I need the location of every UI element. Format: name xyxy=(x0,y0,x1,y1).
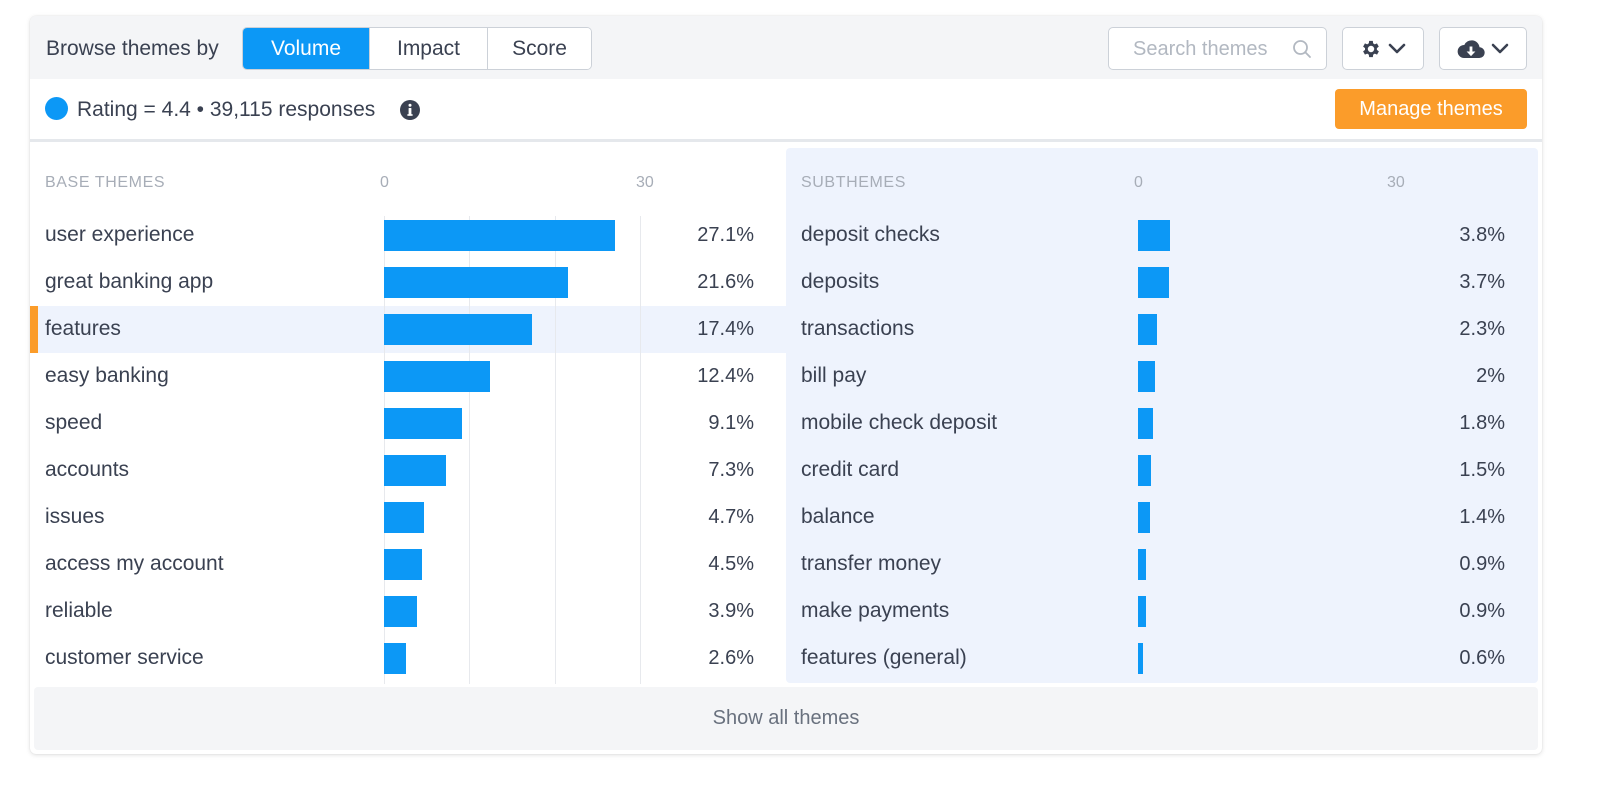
gridline xyxy=(640,216,641,684)
subtheme-percent: 2% xyxy=(1476,365,1505,387)
subtheme-label[interactable]: deposits xyxy=(801,270,880,293)
subtheme-label[interactable]: bill pay xyxy=(801,364,867,387)
theme-percent: 7.3% xyxy=(708,459,754,481)
browse-label: Browse themes by xyxy=(46,37,219,60)
axis-tick-label: 30 xyxy=(636,174,654,191)
theme-bar[interactable] xyxy=(384,596,418,627)
gridline xyxy=(384,216,385,684)
theme-bar[interactable] xyxy=(384,220,616,251)
theme-percent: 12.4% xyxy=(697,365,754,387)
subtheme-label[interactable]: make payments xyxy=(801,599,950,622)
theme-column-header: BASE THEMES xyxy=(45,174,166,191)
subtheme-percent: 0.9% xyxy=(1459,553,1505,575)
cloud-download-icon xyxy=(1457,39,1485,58)
subtheme-percent: 0.9% xyxy=(1459,600,1505,622)
theme-percent: 17.4% xyxy=(697,318,754,340)
subtheme-percent: 0.6% xyxy=(1459,647,1505,669)
subtheme-label[interactable]: mobile check deposit xyxy=(801,411,998,434)
subtheme-label[interactable]: features (general) xyxy=(801,646,967,669)
theme-percent: 3.9% xyxy=(708,600,754,622)
theme-label[interactable]: reliable xyxy=(45,599,113,622)
selected-marker xyxy=(30,306,38,353)
subtheme-percent: 3.7% xyxy=(1459,271,1505,293)
summary-row: Rating = 4.4 • 39,115 responses Manage t… xyxy=(30,79,1542,141)
theme-percent: 21.6% xyxy=(697,271,754,293)
theme-label[interactable]: access my account xyxy=(45,552,224,575)
subtheme-bar[interactable] xyxy=(1138,314,1158,345)
theme-percent: 27.1% xyxy=(697,224,754,246)
subtheme-bar[interactable] xyxy=(1138,267,1170,298)
theme-bar[interactable] xyxy=(384,408,462,439)
theme-percent: 2.6% xyxy=(708,647,754,669)
subtheme-bar[interactable] xyxy=(1138,643,1144,674)
subtheme-bar[interactable] xyxy=(1138,220,1171,251)
volume-button[interactable]: Volume xyxy=(243,28,370,69)
theme-percent: 4.5% xyxy=(708,553,754,575)
gear-icon xyxy=(1363,40,1379,57)
rating-dot xyxy=(45,97,68,120)
theme-label[interactable]: great banking app xyxy=(45,270,214,293)
theme-bar[interactable] xyxy=(384,502,425,533)
axis-tick-label: 30 xyxy=(1387,174,1405,191)
rating-summary: Rating = 4.4 • 39,115 responses xyxy=(77,98,376,121)
search-icon xyxy=(1293,40,1311,58)
subtheme-label[interactable]: balance xyxy=(801,505,875,528)
info-icon[interactable] xyxy=(399,99,421,121)
subtheme-label[interactable]: transactions xyxy=(801,317,915,340)
subtheme-label[interactable]: credit card xyxy=(801,458,900,481)
theme-percent: 4.7% xyxy=(708,506,754,528)
show-all-themes-button[interactable]: Show all themes xyxy=(34,687,1538,750)
subtheme-bar[interactable] xyxy=(1138,502,1150,533)
themes-card: Browse themes by Volume Impact Score Sea… xyxy=(30,16,1542,754)
subtheme-column-header: SUBTHEMES xyxy=(801,174,906,191)
theme-bar[interactable] xyxy=(384,267,569,298)
subtheme-bar[interactable] xyxy=(1138,455,1151,486)
subtheme-bar[interactable] xyxy=(1138,596,1146,627)
subtheme-label[interactable]: deposit checks xyxy=(801,223,940,246)
download-button[interactable] xyxy=(1439,27,1527,70)
impact-button[interactable]: Impact xyxy=(370,28,488,69)
subtheme-percent: 2.3% xyxy=(1459,318,1505,340)
chevron-down-icon xyxy=(1491,43,1509,53)
subtheme-percent: 1.5% xyxy=(1459,459,1505,481)
theme-percent: 9.1% xyxy=(708,412,754,434)
theme-label[interactable]: issues xyxy=(45,505,105,528)
subtheme-bar[interactable] xyxy=(1138,408,1154,439)
divider xyxy=(30,139,1542,142)
theme-label[interactable]: customer service xyxy=(45,646,204,669)
subtheme-bar[interactable] xyxy=(1138,549,1146,580)
subtheme-percent: 1.4% xyxy=(1459,506,1505,528)
theme-label[interactable]: accounts xyxy=(45,458,130,481)
toolbar: Browse themes by Volume Impact Score Sea… xyxy=(30,16,1542,79)
chevron-down-icon xyxy=(1388,43,1406,53)
score-button[interactable]: Score xyxy=(488,28,591,69)
search-placeholder: Search themes xyxy=(1133,38,1268,60)
search-input[interactable]: Search themes xyxy=(1108,27,1327,70)
gridline xyxy=(554,216,556,684)
theme-label[interactable]: easy banking xyxy=(45,364,169,387)
theme-label[interactable]: user experience xyxy=(45,223,195,246)
theme-bar[interactable] xyxy=(384,314,533,345)
theme-bar[interactable] xyxy=(384,455,447,486)
subtheme-percent: 3.8% xyxy=(1459,224,1505,246)
theme-label[interactable]: features xyxy=(45,317,121,340)
mode-switch: Volume Impact Score xyxy=(242,27,592,70)
axis-tick-label: 0 xyxy=(1134,174,1143,191)
theme-bar[interactable] xyxy=(384,643,407,674)
subtheme-bar[interactable] xyxy=(1138,361,1155,392)
settings-button[interactable] xyxy=(1342,27,1424,70)
subtheme-percent: 1.8% xyxy=(1459,412,1505,434)
theme-bar[interactable] xyxy=(384,361,490,392)
theme-bar[interactable] xyxy=(384,549,423,580)
axis-tick-label: 0 xyxy=(380,174,389,191)
theme-label[interactable]: speed xyxy=(45,411,103,434)
manage-themes-button[interactable]: Manage themes xyxy=(1335,89,1527,129)
gridline xyxy=(469,216,471,684)
subtheme-label[interactable]: transfer money xyxy=(801,552,942,575)
